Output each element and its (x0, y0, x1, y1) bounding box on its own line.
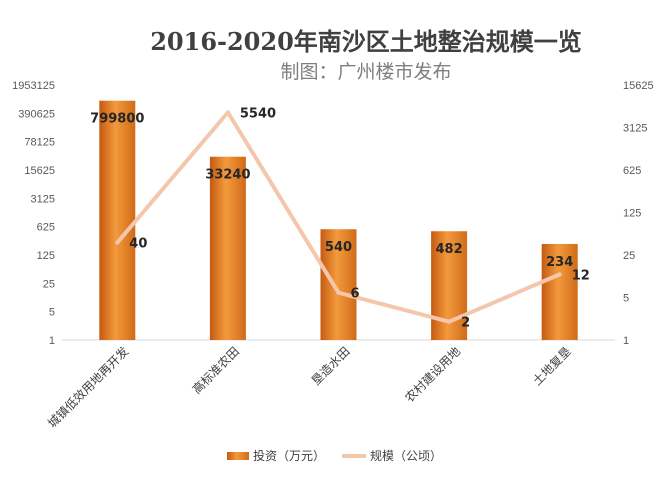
legend: 投资（万元） 规模（公顷） (227, 448, 442, 463)
category-label: 高标准农田 (189, 344, 242, 397)
category-labels: 城镇低效用地再开发 高标准农田 垦造水田 农村建设用地 土地复垦 (44, 344, 573, 431)
left-tick-label: 3125 (31, 193, 55, 205)
bar-value-label: 540 (325, 240, 352, 255)
bar (320, 229, 357, 340)
left-tick-label: 5 (49, 307, 55, 319)
line-value-label: 6 (351, 287, 360, 302)
left-tick-label: 1 (49, 335, 55, 347)
right-tick-label: 125 (623, 208, 641, 220)
right-axis: 1 5 25 125 625 3125 15625 (623, 80, 654, 347)
category-label: 垦造水田 (309, 344, 353, 388)
line-path (115, 110, 561, 324)
bar-value-label: 799800 (90, 112, 144, 127)
line-value-label: 12 (572, 268, 590, 283)
left-tick-label: 390625 (18, 108, 55, 120)
left-tick-label: 625 (37, 222, 55, 234)
right-tick-label: 25 (623, 250, 635, 262)
legend-label-line: 规模（公顷） (370, 448, 442, 463)
line-value-label: 40 (129, 237, 147, 252)
bar (209, 156, 246, 340)
category-label: 城镇低效用地再开发 (44, 344, 131, 431)
bar-value-label: 234 (546, 255, 573, 270)
line-point (225, 110, 230, 115)
right-tick-label: 625 (623, 165, 641, 177)
category-label: 土地复垦 (530, 344, 574, 388)
bar-data-labels: 799800 33240 540 482 234 (90, 112, 573, 270)
bar-value-label: 33240 (205, 168, 250, 183)
line-point (557, 272, 562, 277)
left-tick-label: 15625 (24, 165, 55, 177)
bar-value-label: 482 (436, 242, 463, 257)
line-value-label: 2 (461, 316, 470, 331)
right-tick-label: 5 (623, 293, 629, 305)
line-point (115, 240, 120, 245)
line-point (447, 319, 452, 324)
chart-title: 2016-2020年南沙区土地整治规模一览 (150, 27, 582, 56)
left-tick-label: 125 (37, 250, 55, 262)
line-series (115, 110, 562, 324)
bar (541, 243, 578, 340)
bar-series (99, 100, 578, 340)
line-point (336, 290, 341, 295)
chart-subtitle: 制图：广州楼市发布 (280, 61, 451, 83)
left-tick-label: 78125 (24, 137, 55, 149)
right-tick-label: 15625 (623, 80, 654, 92)
category-label: 农村建设用地 (402, 344, 463, 405)
right-tick-label: 1 (623, 335, 629, 347)
left-tick-label: 25 (43, 278, 55, 290)
bar (99, 100, 136, 340)
legend-label-bar: 投资（万元） (253, 448, 325, 463)
left-tick-label: 1953125 (12, 80, 55, 92)
line-data-labels: 40 5540 6 2 12 (129, 106, 589, 330)
legend-swatch-bar (227, 452, 249, 460)
left-axis: 1 5 25 125 625 3125 15625 78125 390625 1953125 (12, 80, 55, 347)
right-tick-label: 3125 (623, 123, 647, 135)
line-value-label: 5540 (240, 106, 276, 121)
